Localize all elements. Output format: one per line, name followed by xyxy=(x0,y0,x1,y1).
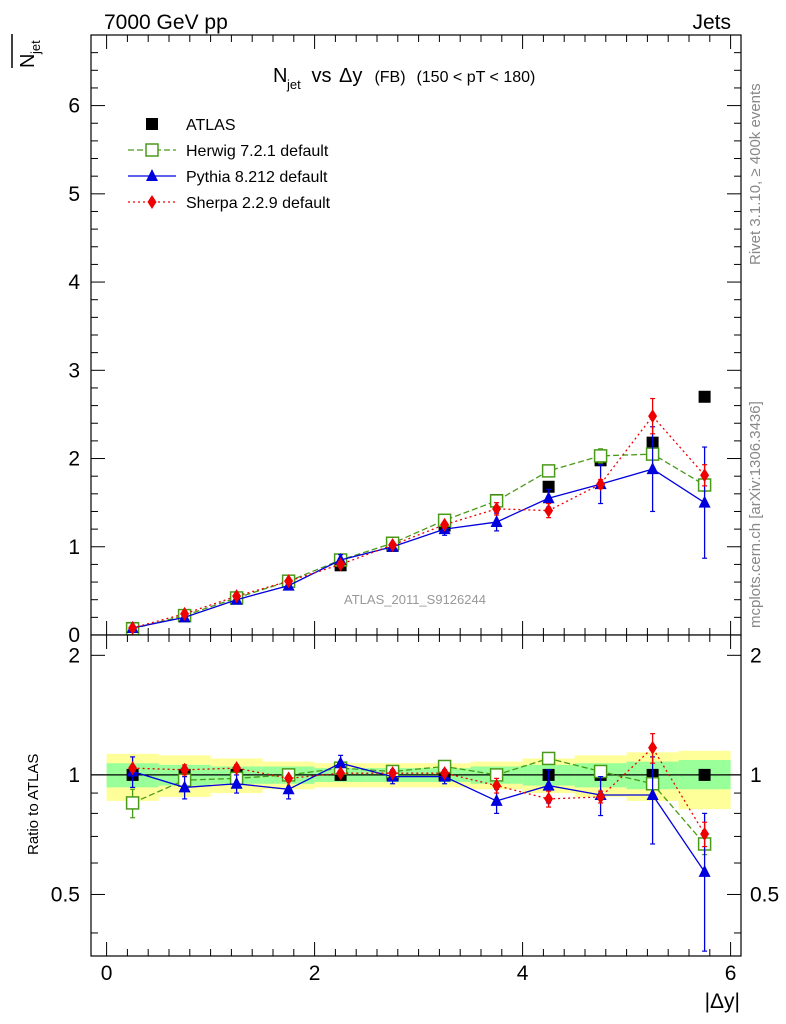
ratio-point-pythia xyxy=(646,787,659,800)
ratio-point-sherpa xyxy=(388,766,398,781)
main-ytick-label-2: 2 xyxy=(68,448,80,471)
title-n: N xyxy=(273,65,287,87)
ratio-line-herwig xyxy=(132,757,706,845)
main-point-sherpa xyxy=(232,589,242,604)
jets-label: Jets xyxy=(692,11,731,34)
main-point-atlas xyxy=(542,480,555,493)
x-tick-label-0: 0 xyxy=(101,962,113,985)
y-label-n: N xyxy=(17,54,39,68)
energy-label: 7000 GeV pp xyxy=(104,11,228,34)
ratio-point-sherpa xyxy=(180,762,190,777)
main-line-pythia xyxy=(132,468,705,629)
ratio-ytick-label-left-0.5: 0.5 xyxy=(51,883,80,906)
main-point-herwig xyxy=(593,449,608,463)
main-point-sherpa xyxy=(284,574,294,589)
main-point-sherpa xyxy=(544,503,554,518)
ratio-point-sherpa xyxy=(336,766,346,781)
main-point-sherpa xyxy=(336,557,346,572)
ratio-point-pythia xyxy=(334,756,347,769)
legend-marker-herwig xyxy=(145,143,159,157)
legend-label-atlas: ATLAS xyxy=(186,117,236,134)
y-axis-label-top: N jet xyxy=(11,34,43,68)
legend-label-pythia: Pythia 8.212 default xyxy=(186,169,328,186)
main-ytick-label-0: 0 xyxy=(68,624,80,647)
main-point-atlas xyxy=(698,390,711,403)
y-label-sub: jet xyxy=(28,40,43,55)
ratio-ytick-label-left-2: 2 xyxy=(68,644,80,667)
main-point-sherpa xyxy=(492,501,502,516)
main-ytick-label-1: 1 xyxy=(68,536,80,559)
x-tick-label-4: 4 xyxy=(517,962,529,985)
ratio-point-sherpa xyxy=(232,761,242,776)
title-dy: Δy xyxy=(339,65,362,87)
ratio-point-pythia xyxy=(230,776,243,789)
ratio-point-sherpa xyxy=(284,771,294,786)
ratio-point-sherpa xyxy=(128,761,138,776)
ratio-point-sherpa xyxy=(492,778,502,793)
main-ytick-label-6: 6 xyxy=(68,95,80,118)
ratio-y-label: Ratio to ATLAS xyxy=(25,754,42,855)
ratio-point-sherpa xyxy=(648,740,658,755)
ratio-point-sherpa xyxy=(596,789,606,804)
ratio-point-herwig xyxy=(541,751,556,766)
legend: ATLAS Herwig 7.2.1 default Pythia 8.212 de… xyxy=(128,117,331,212)
ratio-ytick-label-right-1: 1 xyxy=(750,764,762,787)
main-point-sherpa xyxy=(128,620,138,635)
ratio-point-pythia xyxy=(490,793,503,806)
main-ytick-label-4: 4 xyxy=(68,271,80,294)
main-point-sherpa xyxy=(596,477,606,492)
ratio-point-sherpa xyxy=(700,826,710,841)
ratio-ytick-label-right-2: 2 xyxy=(750,644,762,667)
main-point-pythia xyxy=(542,491,555,504)
rivet-label: Rivet 3.1.10, ≥ 400k events xyxy=(747,83,764,265)
ratio-line-pythia xyxy=(132,762,706,873)
main-panel: 0 1 2 3 4 5 6 ATLAS_2011_S9126244 N jet vs Δy … xyxy=(68,34,742,647)
ratio-point-pythia xyxy=(542,778,555,791)
main-point-pythia xyxy=(698,495,711,508)
legend-marker-pythia xyxy=(146,169,158,181)
main-point-sherpa xyxy=(180,606,190,621)
legend-marker-atlas xyxy=(146,118,158,130)
ratio-point-sherpa xyxy=(440,766,450,781)
ratio-point-herwig xyxy=(593,764,608,779)
ratio-point-pythia xyxy=(698,864,711,877)
title-range: (150 < pT < 180) xyxy=(412,69,535,86)
title-fb: (FB) xyxy=(370,69,406,86)
plot-title: N jet vs Δy (FB) (150 < pT < 180) xyxy=(273,65,535,92)
legend-label-sherpa: Sherpa 2.2.9 default xyxy=(186,195,331,212)
main-point-herwig xyxy=(541,464,556,478)
main-line-sherpa xyxy=(132,415,706,629)
main-point-sherpa xyxy=(388,538,398,552)
main-point-pythia xyxy=(490,515,503,528)
ratio-point-herwig xyxy=(125,796,140,810)
main-point-sherpa xyxy=(440,517,450,532)
main-ytick-label-3: 3 xyxy=(68,359,80,382)
x-axis-label: |Δy| xyxy=(705,990,740,1013)
legend-marker-sherpa xyxy=(147,195,157,209)
mcplots-label: mcplots.cern.ch [arXiv:1306.3436] xyxy=(747,401,764,628)
main-line-herwig xyxy=(132,453,705,630)
ratio-point-atlas xyxy=(698,768,711,781)
main-point-pythia xyxy=(646,462,659,475)
x-tick-label-6: 6 xyxy=(725,962,737,985)
ratio-point-pythia xyxy=(282,782,295,795)
ratio-ytick-label-left-1: 1 xyxy=(68,764,80,787)
ratio-point-sherpa xyxy=(544,791,554,806)
ratio-point-pythia xyxy=(178,780,191,793)
main-ytick-label-5: 5 xyxy=(68,183,80,206)
ratio-ytick-label-right-0.5: 0.5 xyxy=(750,883,779,906)
legend-label-herwig: Herwig 7.2.1 default xyxy=(186,143,329,160)
title-vs: vs xyxy=(306,65,337,87)
main-point-sherpa xyxy=(648,409,658,424)
title-n-sub: jet xyxy=(286,77,301,92)
analysis-watermark: ATLAS_2011_S9126244 xyxy=(344,592,486,607)
main-point-sherpa xyxy=(700,468,710,483)
ratio-line-sherpa xyxy=(132,746,706,835)
ratio-panel: 0.5 0.5 1 1 2 2 Ratio to ATLAS xyxy=(25,634,779,957)
x-tick-label-2: 2 xyxy=(309,962,321,985)
